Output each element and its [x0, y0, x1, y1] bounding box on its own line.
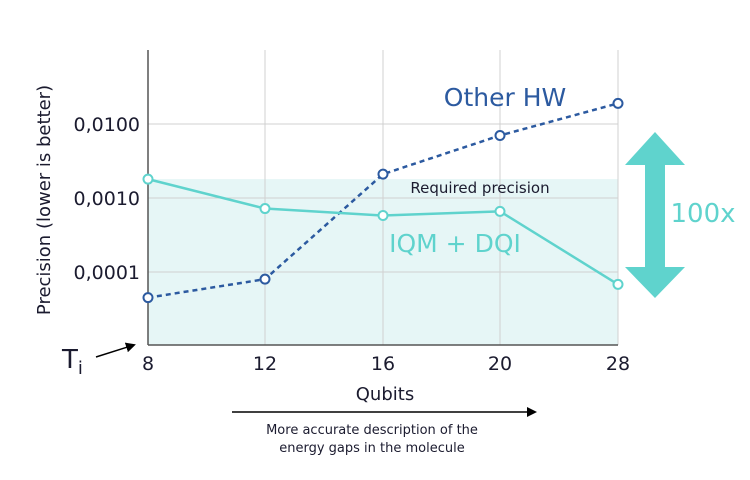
- x-tick-label: 12: [253, 353, 277, 375]
- caption-line-2: energy gaps in the molecule: [279, 441, 464, 456]
- x-tick-label: 20: [488, 353, 512, 375]
- series-0-point-2: [377, 168, 389, 180]
- y-axis-title: Precision (lower is better): [34, 85, 55, 315]
- x-tick-label: 8: [142, 353, 154, 375]
- series-1-point-4: [612, 278, 624, 290]
- caption-line-1: More accurate description of the: [266, 423, 478, 438]
- series-0-point-3: [494, 129, 506, 141]
- ti-label: Ti: [61, 345, 83, 379]
- y-tick-label: 0,0100: [74, 114, 140, 136]
- series-1-point-1: [259, 203, 271, 215]
- series-0-point-0: [142, 292, 154, 304]
- y-tick-label: 0,0001: [74, 262, 140, 284]
- iqm-dqi-label: IQM + DQI: [389, 229, 521, 258]
- x-tick-label: 28: [606, 353, 630, 375]
- series-1-point-0: [142, 173, 154, 185]
- x-tick-label: 16: [371, 353, 395, 375]
- ti-arrow: [95, 342, 136, 358]
- series-lines: [142, 97, 624, 304]
- improvement-label: 100x: [670, 199, 735, 229]
- y-tick-label: 0,0010: [74, 188, 140, 210]
- series-1-point-2: [377, 210, 389, 222]
- x-tick-labels: 8 12 16 20 28: [142, 353, 630, 375]
- series-0-point-1: [259, 273, 271, 285]
- required-precision-label: Required precision: [410, 179, 549, 197]
- improvement-double-arrow: [625, 132, 685, 298]
- other-hw-label: Other HW: [444, 83, 566, 112]
- series-0-point-4: [612, 97, 624, 109]
- x-axis-title: Qubits: [356, 384, 414, 405]
- series-1-point-3: [494, 205, 506, 217]
- y-tick-labels: 0,0001 0,0010 0,0100: [74, 114, 140, 284]
